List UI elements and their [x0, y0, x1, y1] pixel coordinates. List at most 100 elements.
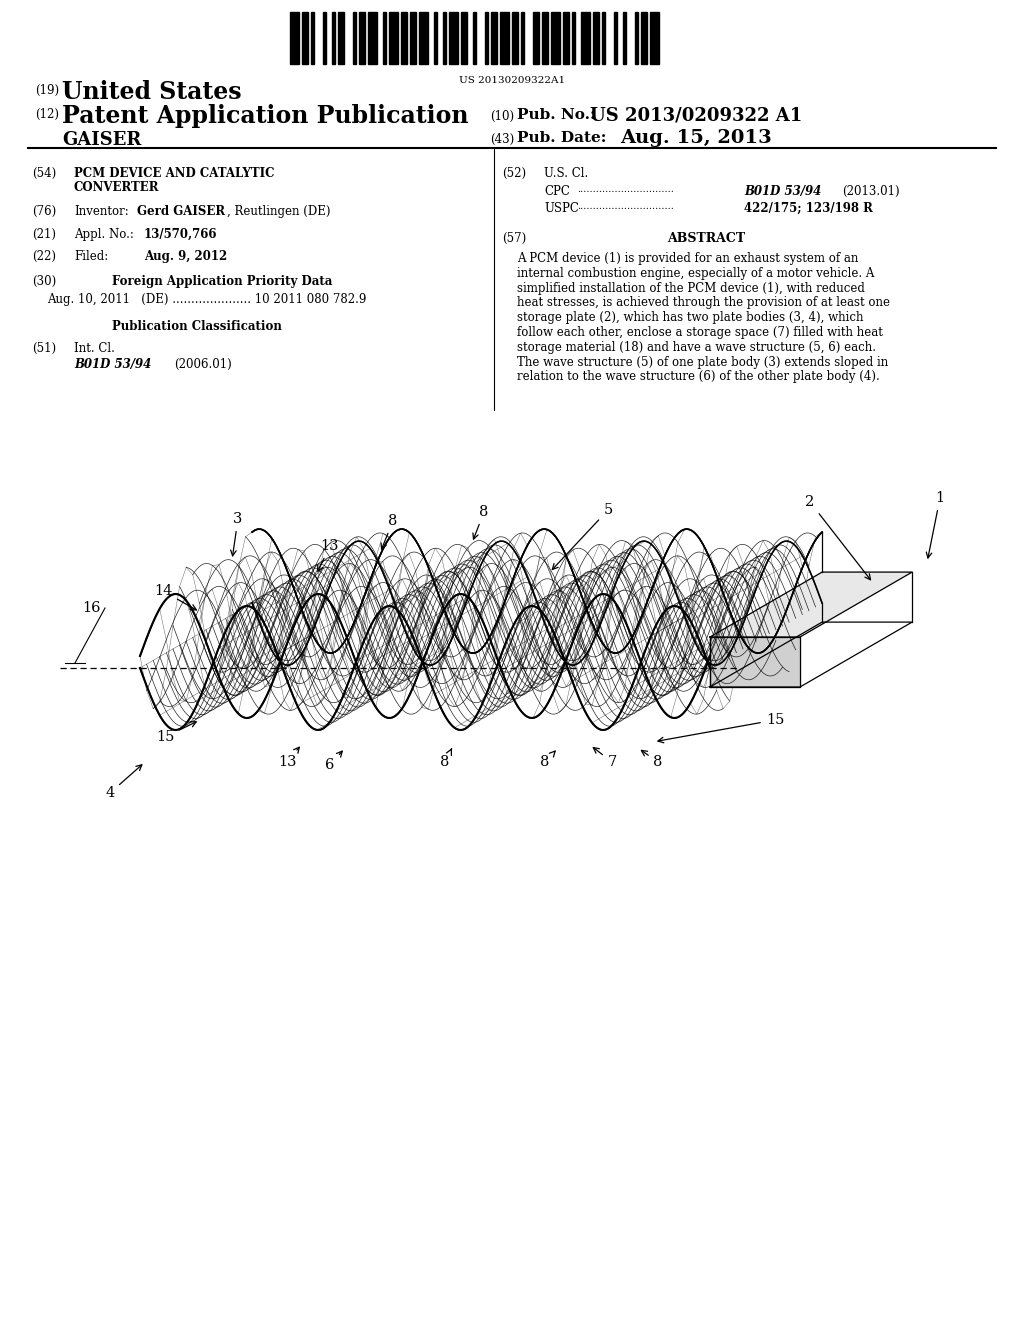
Text: (51): (51) [32, 342, 56, 355]
Text: , Reutlingen (DE): , Reutlingen (DE) [227, 205, 331, 218]
Bar [581, 12, 590, 63]
Text: 16: 16 [83, 601, 101, 615]
Text: 15: 15 [657, 713, 784, 743]
Text: (57): (57) [502, 232, 526, 246]
Text: Appl. No.:: Appl. No.: [74, 228, 134, 242]
Bar [614, 12, 617, 63]
Bar [443, 12, 446, 63]
Text: 3: 3 [230, 512, 243, 556]
Text: 5: 5 [552, 503, 612, 569]
Text: U.S. Cl.: U.S. Cl. [544, 168, 588, 180]
Bar [434, 12, 437, 63]
Polygon shape [710, 572, 912, 638]
Text: 422/175; 123/198 R: 422/175; 123/198 R [744, 202, 872, 215]
Bar [602, 12, 605, 63]
Bar [302, 12, 308, 63]
Bar [323, 12, 326, 63]
Text: ...............................: ............................... [577, 185, 674, 194]
Text: 13/570,766: 13/570,766 [144, 228, 217, 242]
Text: (43): (43) [490, 133, 514, 147]
Text: 1: 1 [927, 491, 944, 558]
Polygon shape [710, 638, 800, 686]
Text: Inventor:: Inventor: [74, 205, 129, 218]
Text: 6: 6 [326, 751, 342, 772]
Text: (2013.01): (2013.01) [842, 185, 900, 198]
Text: GAISER: GAISER [62, 131, 141, 149]
Text: 8: 8 [473, 506, 488, 539]
Bar [359, 12, 365, 63]
Text: Aug. 15, 2013: Aug. 15, 2013 [620, 129, 772, 147]
Bar [473, 12, 476, 63]
Text: CPC: CPC [544, 185, 570, 198]
Text: Gerd GAISER: Gerd GAISER [137, 205, 225, 218]
Bar [485, 12, 488, 63]
Bar [641, 12, 647, 63]
Bar [332, 12, 335, 63]
Bar [383, 12, 386, 63]
Text: United States: United States [62, 81, 242, 104]
Bar [311, 12, 314, 63]
Text: USPC: USPC [544, 202, 579, 215]
Bar [563, 12, 569, 63]
Text: B01D 53/94: B01D 53/94 [74, 358, 152, 371]
Bar [401, 12, 407, 63]
Text: 14: 14 [154, 583, 197, 610]
Text: relation to the wave structure (6) of the other plate body (4).: relation to the wave structure (6) of th… [517, 371, 880, 383]
Text: (21): (21) [32, 228, 56, 242]
Text: CONVERTER: CONVERTER [74, 181, 160, 194]
Bar [490, 12, 497, 63]
Text: 7: 7 [593, 747, 616, 770]
Bar [290, 12, 299, 63]
Text: 8: 8 [641, 750, 663, 770]
Bar [449, 12, 458, 63]
Bar [542, 12, 548, 63]
Text: Int. Cl.: Int. Cl. [74, 342, 115, 355]
Text: simplified installation of the PCM device (1), with reduced: simplified installation of the PCM devic… [517, 281, 865, 294]
Text: (30): (30) [32, 275, 56, 288]
Text: Filed:: Filed: [74, 249, 109, 263]
Text: internal combustion engine, especially of a motor vehicle. A: internal combustion engine, especially o… [517, 267, 874, 280]
Text: A PCM device (1) is provided for an exhaust system of an: A PCM device (1) is provided for an exha… [517, 252, 858, 265]
Bar [534, 12, 539, 63]
Text: (22): (22) [32, 249, 56, 263]
Text: storage plate (2), which has two plate bodies (3, 4), which: storage plate (2), which has two plate b… [517, 312, 863, 325]
Text: follow each other, enclose a storage space (7) filled with heat: follow each other, enclose a storage spa… [517, 326, 883, 339]
Text: ...............................: ............................... [577, 202, 674, 211]
Text: Pub. No.:: Pub. No.: [517, 108, 596, 121]
Text: Publication Classification: Publication Classification [112, 319, 282, 333]
Text: Patent Application Publication: Patent Application Publication [62, 104, 469, 128]
Bar [635, 12, 638, 63]
Text: ABSTRACT: ABSTRACT [667, 232, 745, 246]
Text: Pub. Date:: Pub. Date: [517, 131, 606, 145]
Bar [623, 12, 626, 63]
Text: 8: 8 [381, 513, 397, 549]
Text: (19): (19) [35, 84, 59, 96]
Text: heat stresses, is achieved through the provision of at least one: heat stresses, is achieved through the p… [517, 297, 890, 309]
Text: Aug. 9, 2012: Aug. 9, 2012 [144, 249, 227, 263]
Text: 2: 2 [805, 495, 870, 579]
Text: (10): (10) [490, 110, 514, 123]
Text: 15: 15 [156, 722, 197, 744]
Text: Aug. 10, 2011   (DE) ..................... 10 2011 080 782.9: Aug. 10, 2011 (DE) .....................… [47, 293, 367, 306]
Text: storage material (18) and have a wave structure (5, 6) each.: storage material (18) and have a wave st… [517, 341, 876, 354]
Bar [512, 12, 518, 63]
Text: 13: 13 [278, 747, 299, 770]
Text: The wave structure (5) of one plate body (3) extends sloped in: The wave structure (5) of one plate body… [517, 355, 888, 368]
Text: Foreign Application Priority Data: Foreign Application Priority Data [112, 275, 333, 288]
Bar [593, 12, 599, 63]
Text: (52): (52) [502, 168, 526, 180]
Bar [353, 12, 356, 63]
Bar [500, 12, 509, 63]
Text: 13: 13 [317, 539, 339, 572]
Bar [338, 12, 344, 63]
Bar [419, 12, 428, 63]
Text: 8: 8 [440, 750, 452, 770]
Text: (2006.01): (2006.01) [174, 358, 231, 371]
Text: B01D 53/94: B01D 53/94 [744, 185, 821, 198]
Bar [461, 12, 467, 63]
Bar [551, 12, 560, 63]
Text: US 20130209322A1: US 20130209322A1 [459, 77, 565, 84]
Bar [368, 12, 377, 63]
Bar [410, 12, 416, 63]
Bar [521, 12, 524, 63]
